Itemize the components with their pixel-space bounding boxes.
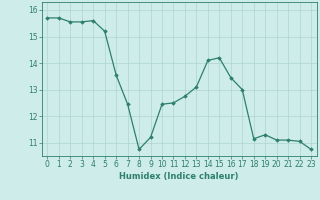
X-axis label: Humidex (Indice chaleur): Humidex (Indice chaleur) <box>119 172 239 181</box>
